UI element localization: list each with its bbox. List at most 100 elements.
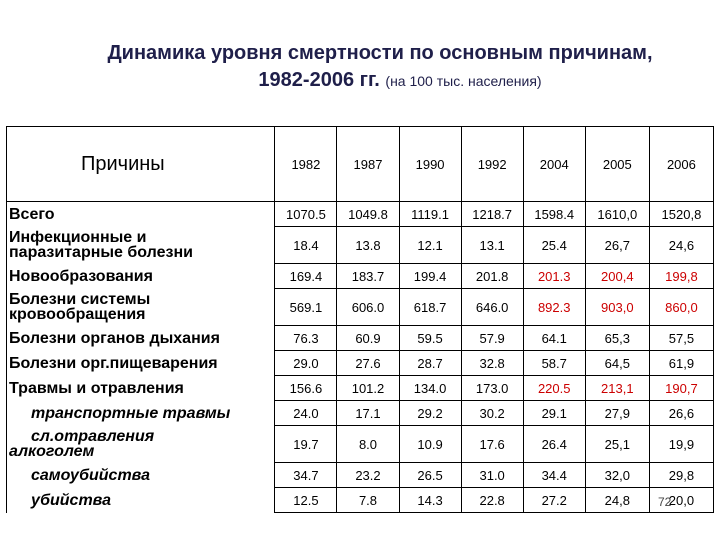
value-cell: 26.5	[398, 462, 462, 488]
header-causes: Причины	[5, 126, 276, 202]
cause-label-line: кровообращения	[9, 306, 146, 323]
cause-label-line: Всего	[9, 205, 55, 223]
cause-label-line: самоубийства	[31, 466, 151, 484]
value-cell: 65,3	[584, 325, 650, 351]
cause-label: Новообразования	[5, 263, 276, 289]
value-cell: 17.6	[460, 425, 524, 463]
value-cell: 64,5	[584, 350, 650, 376]
value-cell: 28.7	[398, 350, 462, 376]
value-cell: 1049.8	[336, 201, 400, 227]
header-year: 1990	[398, 126, 462, 202]
value-cell: 892.3	[522, 288, 586, 326]
title-line-2: 1982-2006 гг. (на 100 тыс. населения)	[0, 67, 720, 95]
cause-label: самоубийства	[5, 462, 276, 488]
value-cell: 58.7	[522, 350, 586, 376]
value-cell: 76.3	[274, 325, 338, 351]
header-year: 2005	[584, 126, 650, 202]
value-cell: 19,9	[648, 425, 715, 463]
cause-label-line: Инфекционные и	[9, 229, 147, 246]
value-cell: 26.4	[522, 425, 586, 463]
value-cell: 17.1	[336, 400, 400, 426]
mortality-table: Причины 1982 1987 1990 1992 2004 2005 20…	[5, 126, 715, 513]
value-cell: 1520,8	[648, 201, 715, 227]
cause-label: Всего	[5, 201, 276, 227]
value-cell: 183.7	[336, 263, 400, 289]
cause-label-line: Болезни орг.пищеварения	[9, 354, 218, 372]
value-cell: 24,6	[648, 226, 715, 264]
value-cell: 25,1	[584, 425, 650, 463]
cause-label-line: Болезни органов дыхания	[9, 329, 220, 347]
value-cell: 61,9	[648, 350, 715, 376]
value-cell: 19.7	[274, 425, 338, 463]
slide-title: Динамика уровня смертности по основным п…	[0, 40, 720, 95]
cause-label: Травмы и отравления	[5, 375, 276, 401]
value-cell: 64.1	[522, 325, 586, 351]
value-cell: 618.7	[398, 288, 462, 326]
value-cell: 24,8	[584, 487, 650, 513]
value-cell: 23.2	[336, 462, 400, 488]
value-cell: 27.2	[522, 487, 586, 513]
value-cell: 220.5	[522, 375, 586, 401]
table-row: Новообразования 169.4 183.7 199.4 201.8 201.3…	[5, 263, 715, 289]
value-cell: 57.9	[460, 325, 524, 351]
cause-label: Болезни системы кровообращения	[5, 288, 276, 326]
value-cell: 199.4	[398, 263, 462, 289]
value-cell: 569.1	[274, 288, 338, 326]
cause-label: Болезни органов дыхания	[5, 325, 276, 351]
value-cell: 8.0	[336, 425, 400, 463]
value-cell: 201.8	[460, 263, 524, 289]
value-cell: 13.1	[460, 226, 524, 264]
value-cell: 29.0	[274, 350, 338, 376]
value-cell: 59.5	[398, 325, 462, 351]
value-cell: 57,5	[648, 325, 715, 351]
cause-label: убийства	[5, 487, 276, 513]
value-cell: 101.2	[336, 375, 400, 401]
value-cell: 10.9	[398, 425, 462, 463]
table-row: самоубийства 34.7 23.2 26.5 31.0 34.4 32,0 29,8	[5, 462, 715, 488]
value-cell: 13.8	[336, 226, 400, 264]
value-cell: 173.0	[460, 375, 524, 401]
table-row: Инфекционные и паразитарные болезни 18.4 13…	[5, 226, 715, 264]
value-cell: 22.8	[460, 487, 524, 513]
cause-label-line: Травмы и отравления	[9, 379, 184, 397]
value-cell: 169.4	[274, 263, 338, 289]
value-cell: 903,0	[584, 288, 650, 326]
value-cell: 27,9	[584, 400, 650, 426]
title-subtitle: (на 100 тыс. населения)	[385, 73, 542, 89]
header-year: 1987	[336, 126, 400, 202]
value-cell: 25.4	[522, 226, 586, 264]
value-cell: 24.0	[274, 400, 338, 426]
table-row: Травмы и отравления 156.6 101.2 134.0 173.0 2…	[5, 375, 715, 401]
header-row: Причины 1982 1987 1990 1992 2004 2005 20…	[5, 126, 715, 202]
value-cell: 199,8	[648, 263, 715, 289]
table-row: Болезни органов дыхания 76.3 60.9 59.5 57.9 6…	[5, 325, 715, 351]
cause-label-line: Новообразования	[9, 267, 153, 285]
value-cell: 213,1	[584, 375, 650, 401]
value-cell: 1119.1	[398, 201, 462, 227]
page-number: 72	[658, 495, 672, 509]
value-cell: 1218.7	[460, 201, 524, 227]
value-cell: 156.6	[274, 375, 338, 401]
table-row: Болезни орг.пищеварения 29.0 27.6 28.7 32.8 5…	[5, 350, 715, 376]
table-row: сл.отравления алкоголем 19.7 8.0 10.9 17.6 26.…	[5, 425, 715, 463]
value-cell: 29.1	[522, 400, 586, 426]
cause-label-line: паразитарные болезни	[9, 244, 193, 261]
value-cell: 14.3	[398, 487, 462, 513]
cause-label-line: алкоголем	[9, 443, 95, 460]
cause-label: сл.отравления алкоголем	[5, 425, 276, 463]
cause-label-line: Болезни системы	[9, 291, 151, 308]
cause-label: Болезни орг.пищеварения	[5, 350, 276, 376]
value-cell: 29,8	[648, 462, 715, 488]
value-cell: 26,7	[584, 226, 650, 264]
header-year: 1982	[274, 126, 338, 202]
value-cell: 201.3	[522, 263, 586, 289]
value-cell: 860,0	[648, 288, 715, 326]
header-year: 2006	[648, 126, 715, 202]
value-cell: 12.1	[398, 226, 462, 264]
value-cell: 20,0	[648, 487, 715, 513]
table-row: убийства 12.5 7.8 14.3 22.8 27.2 24,8 20,0	[5, 487, 715, 513]
value-cell: 134.0	[398, 375, 462, 401]
value-cell: 34.4	[522, 462, 586, 488]
table-row: транспортные травмы 24.0 17.1 29.2 30.2 29.1 2…	[5, 400, 715, 426]
cause-label-line: сл.отравления	[31, 428, 155, 445]
